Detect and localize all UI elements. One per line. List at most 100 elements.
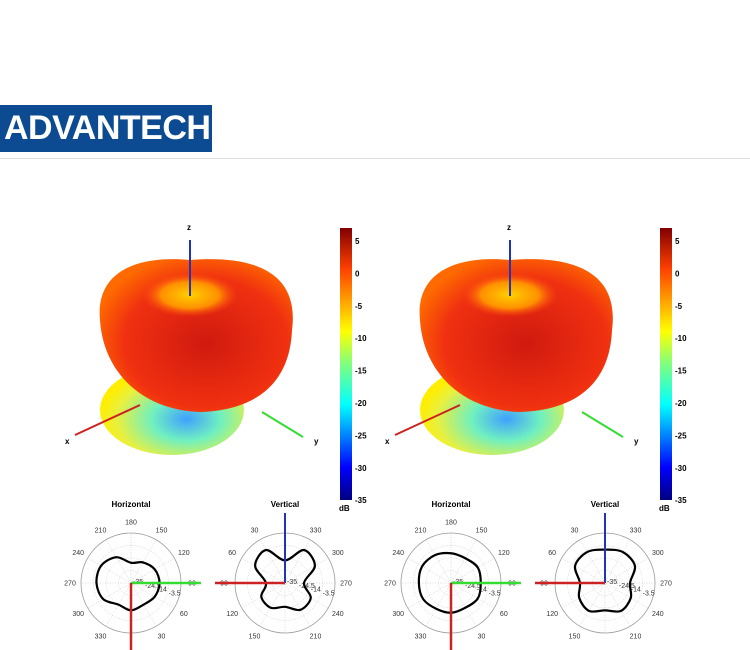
polar-radial-label: -14	[311, 587, 321, 594]
pattern-panel: z x y 5 0 -5 -10 -15 -20 -25 -30 -35 dB Horizontal 180…	[64, 223, 367, 650]
polar-radial-label: -24.5	[299, 583, 315, 590]
polar-angle-label: 210	[95, 528, 107, 535]
polar-angle-label: 30	[478, 633, 486, 640]
polar-radial-label: -24.5	[465, 583, 481, 590]
horizontal-polar-plot: Horizontal180150120906030330300270240210…	[384, 500, 521, 650]
colorbar-tick-label: -20	[355, 399, 367, 408]
polar-radial-label: -3.5	[489, 590, 501, 597]
polar-radial-label: -24.5	[145, 583, 161, 590]
z-axis-label: z	[507, 223, 511, 232]
polar-angle-label: 120	[546, 611, 558, 618]
vertical-polar-plot: Vertical330300270240210150120906030-35-2…	[215, 500, 352, 640]
x-axis-label: x	[65, 437, 70, 446]
colorbar	[660, 228, 672, 500]
colorbar-tick-label: -25	[675, 431, 687, 440]
polar-angle-label: 210	[630, 633, 642, 640]
polar-pattern-curve	[417, 551, 482, 614]
polar-radial-label: -24.5	[619, 583, 635, 590]
polar-angle-label: 120	[498, 550, 510, 557]
colorbar-tick-label: -30	[675, 464, 687, 473]
polar-angle-label: 30	[251, 528, 259, 535]
polar-pattern-curve	[254, 548, 316, 612]
colorbar-tick-label: -25	[355, 431, 367, 440]
polar-radial-label: -35	[287, 579, 297, 586]
polar-radial-label: -35	[607, 579, 617, 586]
polar-pattern-curve	[573, 548, 637, 613]
polar-angle-label: 180	[445, 520, 457, 527]
polar-title: Horizontal	[431, 500, 470, 509]
polar-angle-label: 30	[158, 633, 166, 640]
polar-angle-label: 150	[249, 633, 261, 640]
polar-angle-label: 30	[571, 528, 579, 535]
colorbar-tick-label: -30	[355, 464, 367, 473]
polar-radial-label: -14	[477, 587, 487, 594]
colorbar-tick-label: -15	[675, 367, 687, 376]
x-axis-label: x	[385, 437, 390, 446]
colorbar	[340, 228, 352, 500]
x-axis-line	[74, 404, 141, 436]
z-axis-label: z	[187, 223, 191, 232]
polar-angle-label: 270	[64, 581, 76, 588]
colorbar-tick-label: 5	[355, 237, 360, 246]
x-axis-line	[394, 404, 461, 436]
colorbar-tick-label: -10	[355, 334, 367, 343]
colorbar-tick-label: 0	[675, 269, 680, 278]
colorbar-unit-label: dB	[659, 504, 670, 513]
polar-angle-label: 60	[500, 611, 508, 618]
polar-radial-label: -3.5	[323, 590, 335, 597]
polar-angle-label: 150	[476, 528, 488, 535]
y-axis-line	[581, 411, 624, 438]
polar-angle-label: 240	[652, 611, 664, 618]
polar-angle-label: 210	[310, 633, 322, 640]
polar-pattern-curve	[95, 556, 161, 612]
polar-angle-label: 150	[569, 633, 581, 640]
y-axis-label: y	[634, 437, 639, 446]
polar-radial-label: -14	[157, 587, 167, 594]
y-axis-line	[261, 411, 304, 438]
polar-angle-label: 120	[226, 611, 238, 618]
polar-angle-label: 300	[652, 550, 664, 557]
colorbar-tick-label: -5	[675, 302, 683, 311]
colorbar-tick-label: -15	[355, 367, 367, 376]
header-divider	[0, 158, 750, 159]
polar-angle-label: 330	[95, 633, 107, 640]
polar-angle-label: 60	[548, 550, 556, 557]
polar-title: Horizontal	[111, 500, 150, 509]
polar-angle-label: 330	[310, 528, 322, 535]
colorbar-tick-label: -35	[355, 496, 367, 505]
polar-title: Vertical	[591, 500, 619, 509]
colorbar-tick-label: -5	[355, 302, 363, 311]
polar-angle-label: 330	[415, 633, 427, 640]
advantech-logo: ADVANTECH	[0, 105, 212, 152]
colorbar-tick-label: -20	[675, 399, 687, 408]
polar-radial-label: -14	[631, 587, 641, 594]
pattern-panel: z x y 5 0 -5 -10 -15 -20 -25 -30 -35 dB Horizontal 180…	[384, 223, 687, 650]
colorbar-tick-label: -10	[675, 334, 687, 343]
polar-angle-label: 60	[228, 550, 236, 557]
polar-radial-label: -3.5	[169, 590, 181, 597]
polar-angle-label: 270	[384, 581, 396, 588]
colorbar-unit-label: dB	[339, 504, 350, 513]
vertical-polar-plot: Vertical330300270240210150120906030-35-2…	[535, 500, 672, 640]
polar-angle-label: 60	[180, 611, 188, 618]
y-axis-label: y	[314, 437, 319, 446]
polar-angle-label: 270	[660, 581, 672, 588]
polar-angle-label: 240	[72, 550, 84, 557]
polar-angle-label: 330	[630, 528, 642, 535]
polar-angle-label: 300	[332, 550, 344, 557]
polar-angle-label: 240	[332, 611, 344, 618]
polar-angle-label: 300	[72, 611, 84, 618]
polar-angle-label: 240	[392, 550, 404, 557]
polar-angle-label: 300	[392, 611, 404, 618]
polar-radial-label: -3.5	[643, 590, 655, 597]
polar-angle-label: 210	[415, 528, 427, 535]
horizontal-polar-plot: Horizontal180150120906030330300270240210…	[64, 500, 201, 650]
polar-angle-label: 270	[340, 581, 352, 588]
colorbar-tick-label: -35	[675, 496, 687, 505]
polar-angle-label: 120	[178, 550, 190, 557]
colorbar-tick-label: 5	[675, 237, 680, 246]
polar-angle-label: 180	[125, 520, 137, 527]
polar-title: Vertical	[271, 500, 299, 509]
polar-angle-label: 150	[156, 528, 168, 535]
